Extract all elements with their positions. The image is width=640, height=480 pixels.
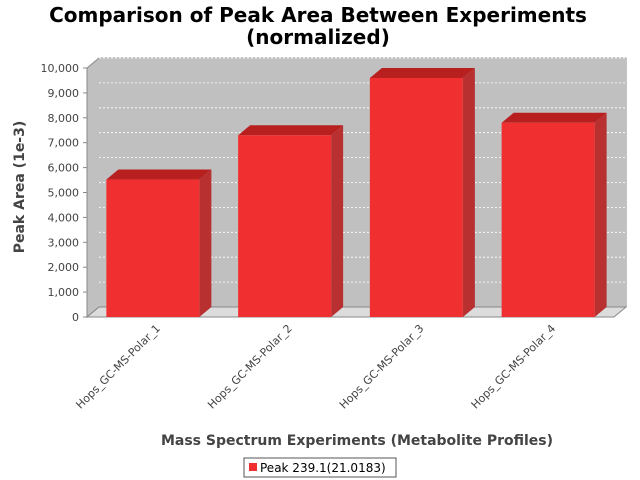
y-tick-label: 8,000 (48, 112, 80, 125)
y-tick-label: 6,000 (48, 162, 80, 175)
x-axis-ticks: Hops_GC-MS-Polar_1 Hops_GC-MS-Polar_2 Hops… (73, 322, 558, 412)
chart-subtitle: (normalized) (246, 25, 390, 49)
y-tick-label: 5,000 (48, 187, 80, 200)
bar (238, 135, 332, 317)
y-tick-label: 2,000 (48, 261, 80, 274)
y-tick-label: 7,000 (48, 137, 80, 150)
bar-top (369, 67, 475, 78)
legend-box (243, 457, 397, 478)
y-tick-label: 0 (72, 311, 79, 324)
y-tick-label: 3,000 (48, 236, 80, 249)
bar-side (199, 169, 212, 317)
bar-side (331, 125, 344, 317)
bar-top (106, 169, 212, 180)
y-axis-label: Peak Area (1e-3) (12, 121, 28, 254)
y-tick-label: 1,000 (48, 286, 80, 299)
x-tick-label: Hops_GC-MS-Polar_1 (73, 322, 163, 412)
x-axis-label: Mass Spectrum Experiments (Metabolite Pr… (161, 433, 553, 449)
y-tick-label: 4,000 (48, 211, 80, 224)
y-tick-label: 10,000 (41, 62, 80, 75)
chart-title: Comparison of Peak Area Between Experime… (49, 3, 587, 27)
legend-swatch (249, 463, 257, 471)
bar-side (462, 67, 475, 318)
bar-top (501, 112, 607, 123)
legend: Peak 239.1(21.0183) (243, 457, 397, 478)
bars (106, 67, 607, 318)
bar (106, 179, 200, 317)
bar-side (594, 112, 607, 317)
legend-label: Peak 239.1(21.0183) (260, 461, 386, 475)
y-tick-label: 9,000 (48, 87, 80, 100)
y-axis-ticks: 0 1,000 2,000 3,000 4,000 5,000 6,000 7,000 8,00… (41, 62, 88, 324)
x-tick-label: Hops_GC-MS-Polar_4 (469, 322, 559, 412)
bar (369, 77, 463, 318)
bar-top (238, 125, 344, 136)
x-tick-label: Hops_GC-MS-Polar_3 (337, 322, 427, 412)
x-tick-label: Hops_GC-MS-Polar_2 (205, 322, 295, 412)
bar (501, 122, 595, 317)
